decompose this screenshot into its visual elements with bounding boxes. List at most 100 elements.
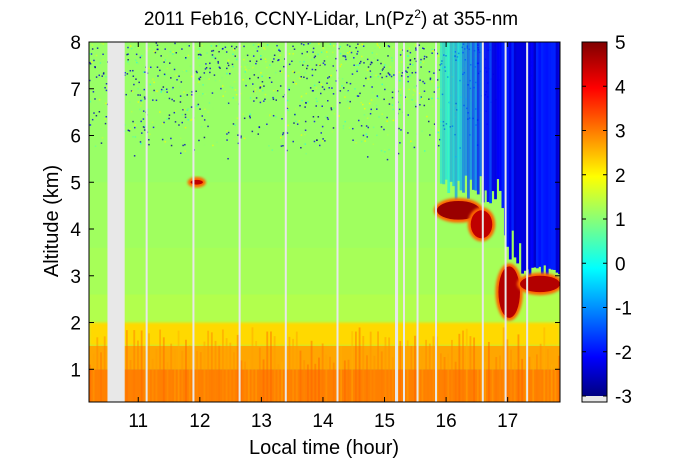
noise-speckle xyxy=(432,78,434,81)
noise-speckle xyxy=(363,62,365,64)
noise-speckle xyxy=(278,49,280,51)
noise-speckle xyxy=(91,58,93,60)
noise-speckle xyxy=(184,150,186,152)
data-gap xyxy=(403,42,405,402)
noise-speckle xyxy=(172,51,175,53)
noise-speckle xyxy=(407,80,409,83)
noise-speckle xyxy=(399,104,401,106)
noise-speckle xyxy=(342,127,345,130)
noise-speckle xyxy=(317,116,320,118)
noise-speckle xyxy=(105,83,108,85)
noise-speckle xyxy=(418,44,421,46)
noise-speckle xyxy=(232,65,234,68)
noise-speckle xyxy=(155,42,158,44)
x-tick-label: 11 xyxy=(128,411,148,432)
noise-speckle xyxy=(381,69,383,72)
boundary-layer-streak xyxy=(369,331,372,402)
noise-speckle xyxy=(212,107,214,110)
noise-speckle xyxy=(130,47,133,50)
noise-speckle xyxy=(229,72,231,75)
noise-speckle xyxy=(327,53,329,56)
boundary-layer-streak xyxy=(521,358,524,402)
noise-speckle xyxy=(173,111,176,114)
attenuated-column xyxy=(555,42,559,273)
noise-speckle xyxy=(198,64,201,67)
boundary-layer-streak xyxy=(103,336,106,402)
noise-speckle xyxy=(231,63,234,66)
noise-speckle xyxy=(332,93,335,95)
noise-speckle xyxy=(126,73,129,75)
noise-speckle xyxy=(358,44,361,47)
noise-speckle xyxy=(307,101,309,103)
attenuated-column xyxy=(528,42,532,277)
noise-speckle xyxy=(261,75,263,78)
attenuated-column xyxy=(535,42,539,269)
noise-speckle xyxy=(227,102,230,105)
noise-speckle xyxy=(214,79,217,82)
noise-speckle xyxy=(324,140,326,142)
noise-speckle xyxy=(215,45,218,47)
background-band xyxy=(89,247,560,295)
noise-speckle xyxy=(431,97,433,100)
noise-speckle xyxy=(186,109,189,111)
noise-speckle xyxy=(276,90,279,92)
noise-speckle xyxy=(342,87,345,89)
noise-speckle xyxy=(217,62,220,64)
noise-speckle xyxy=(413,89,415,91)
boundary-layer-streak xyxy=(185,339,187,402)
noise-speckle xyxy=(387,55,389,57)
x-axis-label: Local time (hour) xyxy=(249,437,399,459)
noise-speckle xyxy=(286,132,289,134)
noise-speckle xyxy=(178,124,180,126)
noise-speckle xyxy=(342,125,345,127)
boundary-layer-streak xyxy=(262,359,265,402)
noise-speckle xyxy=(314,55,317,57)
noise-speckle xyxy=(421,97,423,100)
noise-speckle xyxy=(318,63,321,66)
noise-speckle xyxy=(182,108,184,111)
noise-speckle xyxy=(95,114,98,117)
noise-speckle xyxy=(196,105,198,107)
noise-speckle xyxy=(156,90,158,92)
attenuated-column xyxy=(439,42,443,184)
noise-speckle xyxy=(399,79,401,82)
noise-speckle xyxy=(218,79,221,82)
noise-speckle xyxy=(411,108,413,110)
noise-speckle xyxy=(185,57,187,60)
noise-speckle xyxy=(410,140,412,143)
noise-speckle xyxy=(221,78,223,81)
noise-speckle xyxy=(175,74,178,77)
boundary-layer-streak xyxy=(299,350,302,402)
noise-speckle xyxy=(409,63,412,66)
noise-speckle xyxy=(133,83,135,86)
noise-speckle xyxy=(93,112,95,114)
noise-speckle xyxy=(429,134,431,136)
noise-speckle xyxy=(140,99,142,102)
noise-speckle xyxy=(341,78,344,80)
noise-speckle xyxy=(200,95,203,97)
noise-speckle xyxy=(235,93,238,96)
cloud xyxy=(519,275,560,293)
noise-speckle xyxy=(149,66,152,69)
noise-speckle xyxy=(300,146,302,149)
noise-speckle xyxy=(304,143,307,145)
noise-speckle xyxy=(189,65,192,68)
noise-speckle xyxy=(179,152,182,154)
noise-speckle xyxy=(414,71,417,74)
noise-speckle xyxy=(220,87,222,90)
noise-speckle xyxy=(346,52,349,54)
noise-speckle xyxy=(135,53,138,56)
noise-speckle xyxy=(438,138,441,141)
noise-speckle xyxy=(141,102,143,105)
noise-speckle xyxy=(342,46,345,48)
noise-speckle xyxy=(400,75,403,77)
noise-speckle xyxy=(325,44,327,47)
noise-speckle xyxy=(210,45,213,47)
boundary-layer-streak xyxy=(502,327,505,402)
noise-speckle xyxy=(377,96,379,99)
noise-speckle xyxy=(266,44,269,46)
attenuated-column xyxy=(442,42,446,185)
noise-speckle xyxy=(207,125,209,128)
noise-speckle xyxy=(287,106,289,109)
noise-speckle xyxy=(323,60,326,62)
